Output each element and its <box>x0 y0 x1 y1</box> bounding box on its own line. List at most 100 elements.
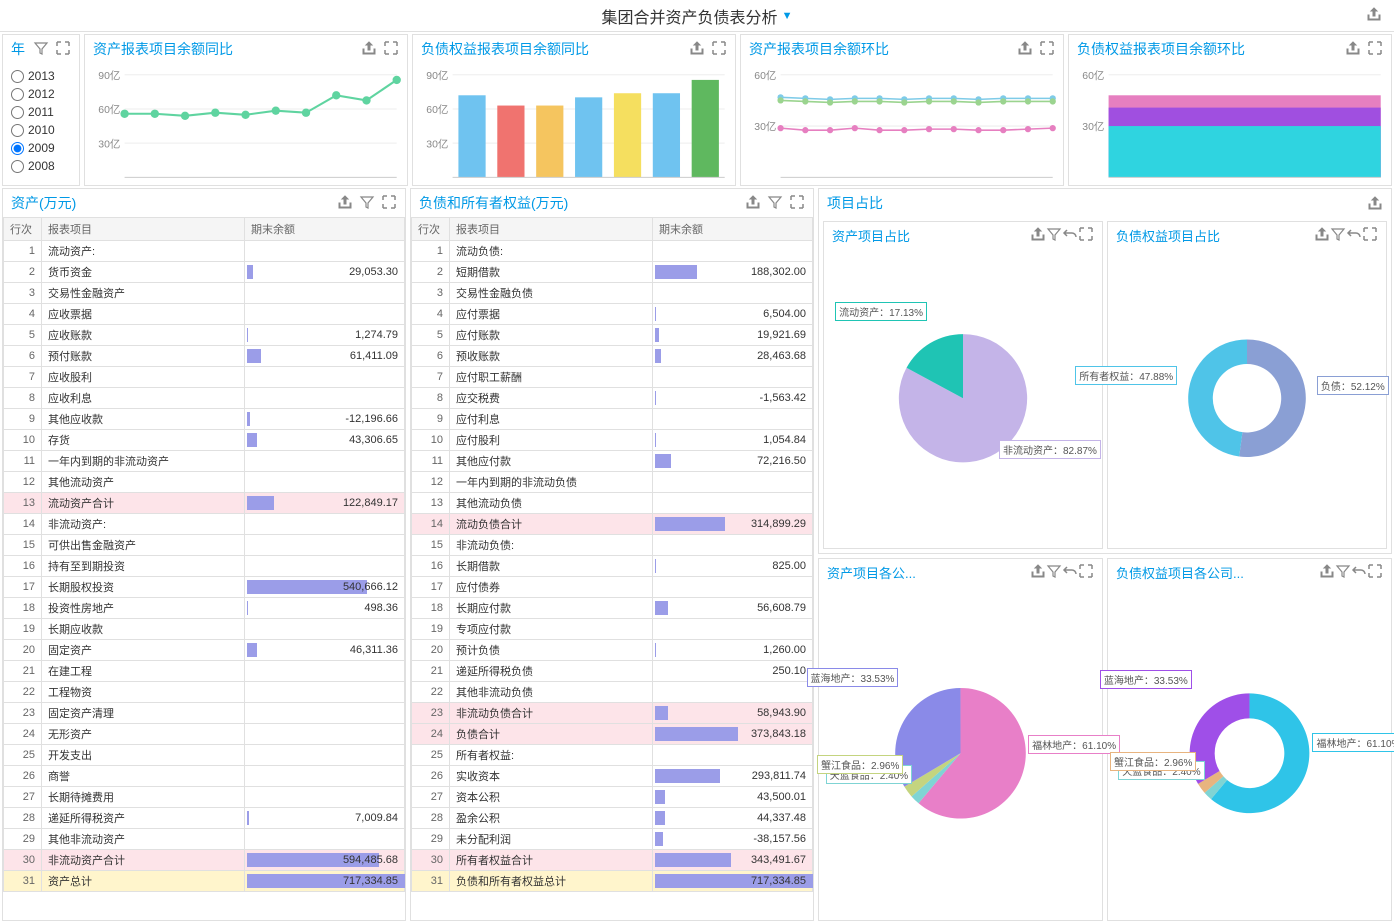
table-row[interactable]: 1 流动负债: <box>412 241 813 262</box>
export-icon[interactable] <box>1030 231 1046 245</box>
col-rownum[interactable]: 行次 <box>412 218 450 241</box>
table-row[interactable]: 24 无形资产 <box>4 724 405 745</box>
export-icon[interactable] <box>1030 568 1046 582</box>
table-row[interactable]: 12 其他流动资产 <box>4 472 405 493</box>
expand-icon[interactable] <box>1039 40 1055 59</box>
year-radio[interactable] <box>11 70 24 83</box>
table-row[interactable]: 26 实收资本 293,811.74 <box>412 766 813 787</box>
undo-icon[interactable] <box>1346 231 1362 245</box>
expand-icon[interactable] <box>381 194 397 213</box>
table-row[interactable]: 5 应收账款 1,274.79 <box>4 325 405 346</box>
table-row[interactable]: 10 存货 43,306.65 <box>4 430 405 451</box>
col-item[interactable]: 报表项目 <box>42 218 245 241</box>
table-row[interactable]: 20 预计负债 1,260.00 <box>412 640 813 661</box>
table-row[interactable]: 19 长期应收款 <box>4 619 405 640</box>
table-row[interactable]: 27 资本公积 43,500.01 <box>412 787 813 808</box>
export-icon[interactable] <box>337 194 353 213</box>
filter-icon[interactable] <box>1046 568 1062 582</box>
table-row[interactable]: 23 非流动负债合计 58,943.90 <box>412 703 813 724</box>
export-icon[interactable] <box>1367 195 1383 211</box>
table-row[interactable]: 18 投资性房地产 498.36 <box>4 598 405 619</box>
export-icon[interactable] <box>1017 40 1033 59</box>
table-row[interactable]: 1 流动资产: <box>4 241 405 262</box>
col-rownum[interactable]: 行次 <box>4 218 42 241</box>
export-icon[interactable] <box>745 194 761 213</box>
table-row[interactable]: 7 应付职工薪酬 <box>412 367 813 388</box>
table-row[interactable]: 27 长期待摊费用 <box>4 787 405 808</box>
table-row[interactable]: 26 商誉 <box>4 766 405 787</box>
export-icon[interactable] <box>361 40 377 59</box>
col-value[interactable]: 期末余额 <box>245 218 405 241</box>
table-row[interactable]: 15 非流动负债: <box>412 535 813 556</box>
expand-icon[interactable] <box>383 40 399 59</box>
table-row[interactable]: 17 长期股权投资 540,666.12 <box>4 577 405 598</box>
year-radio[interactable] <box>11 142 24 155</box>
year-option-2011[interactable]: 2011 <box>11 103 71 121</box>
table-row[interactable]: 13 流动资产合计 122,849.17 <box>4 493 405 514</box>
table-row[interactable]: 30 非流动资产合计 594,485.68 <box>4 850 405 871</box>
table-row[interactable]: 19 专项应付款 <box>412 619 813 640</box>
export-icon[interactable] <box>1345 40 1361 59</box>
table-row[interactable]: 22 工程物资 <box>4 682 405 703</box>
expand-icon[interactable] <box>1078 231 1094 245</box>
table-row[interactable]: 14 非流动资产: <box>4 514 405 535</box>
table-row[interactable]: 9 应付利息 <box>412 409 813 430</box>
table-row[interactable]: 18 长期应付款 56,608.79 <box>412 598 813 619</box>
export-icon[interactable] <box>1314 231 1330 245</box>
table-row[interactable]: 31 负债和所有者权益总计 717,334.85 <box>412 871 813 892</box>
expand-icon[interactable] <box>789 194 805 213</box>
table-row[interactable]: 8 应交税费 -1,563.42 <box>412 388 813 409</box>
table-row[interactable]: 22 其他非流动负债 <box>412 682 813 703</box>
year-option-2009[interactable]: 2009 <box>11 139 71 157</box>
table-row[interactable]: 11 一年内到期的非流动资产 <box>4 451 405 472</box>
pie-slice[interactable] <box>1188 339 1247 456</box>
filter-indicator-icon[interactable]: ▼ <box>782 10 793 22</box>
table-row[interactable]: 30 所有者权益合计 343,491.67 <box>412 850 813 871</box>
table-row[interactable]: 13 其他流动负债 <box>412 493 813 514</box>
table-row[interactable]: 31 资产总计 717,334.85 <box>4 871 405 892</box>
table-row[interactable]: 7 应收股利 <box>4 367 405 388</box>
expand-icon[interactable] <box>55 40 71 59</box>
expand-icon[interactable] <box>1078 568 1094 582</box>
table-scroll[interactable]: 行次报表项目期末余额 1 流动资产: 2 货币资金 29,053.30 3 交易… <box>3 217 405 920</box>
table-row[interactable]: 11 其他应付款 72,216.50 <box>412 451 813 472</box>
col-item[interactable]: 报表项目 <box>450 218 653 241</box>
expand-icon[interactable] <box>1367 40 1383 59</box>
undo-icon[interactable] <box>1062 568 1078 582</box>
table-row[interactable]: 12 一年内到期的非流动负债 <box>412 472 813 493</box>
filter-icon[interactable] <box>1330 231 1346 245</box>
table-row[interactable]: 4 应付票据 6,504.00 <box>412 304 813 325</box>
table-row[interactable]: 15 可供出售金融资产 <box>4 535 405 556</box>
year-radio[interactable] <box>11 124 24 137</box>
table-row[interactable]: 24 负债合计 373,843.18 <box>412 724 813 745</box>
expand-icon[interactable] <box>1362 231 1378 245</box>
table-row[interactable]: 25 所有者权益: <box>412 745 813 766</box>
table-row[interactable]: 21 在建工程 <box>4 661 405 682</box>
table-row[interactable]: 6 预收账款 28,463.68 <box>412 346 813 367</box>
col-value[interactable]: 期末余额 <box>653 218 813 241</box>
table-row[interactable]: 8 应收利息 <box>4 388 405 409</box>
filter-icon[interactable] <box>1335 568 1351 582</box>
filter-icon[interactable] <box>33 40 49 59</box>
table-row[interactable]: 16 长期借款 825.00 <box>412 556 813 577</box>
table-row[interactable]: 23 固定资产清理 <box>4 703 405 724</box>
pie-slice[interactable] <box>1239 339 1306 457</box>
table-row[interactable]: 4 应收票据 <box>4 304 405 325</box>
undo-icon[interactable] <box>1062 231 1078 245</box>
table-row[interactable]: 16 持有至到期投资 <box>4 556 405 577</box>
table-row[interactable]: 20 固定资产 46,311.36 <box>4 640 405 661</box>
table-row[interactable]: 5 应付账款 19,921.69 <box>412 325 813 346</box>
year-radio[interactable] <box>11 88 24 101</box>
expand-icon[interactable] <box>711 40 727 59</box>
table-row[interactable]: 25 开发支出 <box>4 745 405 766</box>
table-row[interactable]: 6 预付账款 61,411.09 <box>4 346 405 367</box>
expand-icon[interactable] <box>1367 568 1383 582</box>
year-option-2008[interactable]: 2008 <box>11 157 71 175</box>
undo-icon[interactable] <box>1351 568 1367 582</box>
year-option-2010[interactable]: 2010 <box>11 121 71 139</box>
table-row[interactable]: 17 应付债券 <box>412 577 813 598</box>
table-row[interactable]: 3 交易性金融资产 <box>4 283 405 304</box>
filter-icon[interactable] <box>767 194 783 213</box>
table-row[interactable]: 2 货币资金 29,053.30 <box>4 262 405 283</box>
year-option-2013[interactable]: 2013 <box>11 67 71 85</box>
